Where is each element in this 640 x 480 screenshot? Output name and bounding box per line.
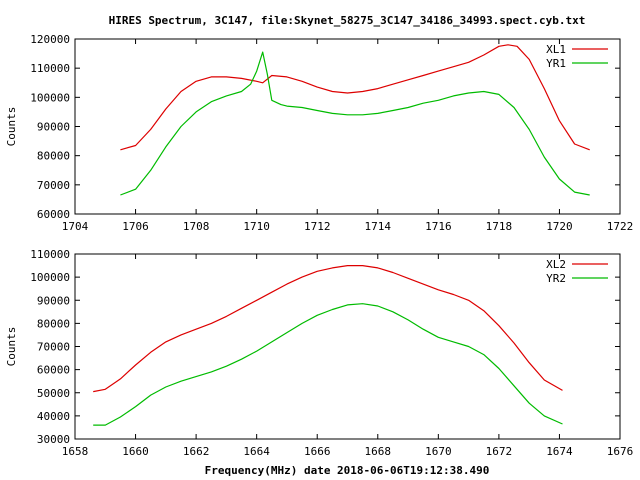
y-tick-label: 70000 [37,341,70,354]
x-tick-label: 1670 [425,445,452,458]
x-tick-label: 1674 [546,445,573,458]
y-tick-label: 60000 [37,364,70,377]
x-tick-label: 1676 [607,445,634,458]
bottom-panel: 1658 1660 1662 1664 1666 1668 1670 1672 1674 1676… [5,248,633,458]
x-tick-label: 1706 [122,220,149,233]
y-tick-label: 90000 [37,121,70,134]
y-tick-label: 100000 [30,271,70,284]
y-tick-label: 110000 [30,248,70,261]
legend-label: YR2 [546,272,566,285]
x-tick-label: 1718 [486,220,513,233]
series-line-yr2 [93,303,563,426]
x-tick-label: 1710 [243,220,270,233]
y-axis-label: Counts [5,107,18,147]
legend-label: XL1 [546,43,566,56]
top-panel: 1704 1706 1708 1710 1712 1714 1716 1718 1720 1722… [5,33,633,233]
legend-label: YR1 [546,57,566,70]
series-line-xl2 [93,265,563,393]
x-tick-label: 1666 [304,445,331,458]
x-tick-label: 1708 [183,220,210,233]
y-tick-label: 40000 [37,410,70,423]
x-tick-label: 1664 [243,445,270,458]
y-tick-label: 100000 [30,91,70,104]
y-tick-label: 80000 [37,150,70,163]
x-tick-label: 1720 [546,220,573,233]
x-axis-label: Frequency(MHz) date 2018-06-06T19:12:38.… [205,464,490,477]
x-tick-label: 1668 [365,445,392,458]
y-axis-label: Counts [5,327,18,367]
series-line-xl1 [120,44,590,151]
x-tick-label: 1704 [62,220,89,233]
y-tick-label: 80000 [37,317,70,330]
chart-title: HIRES Spectrum, 3C147, file:Skynet_58275… [109,14,586,27]
y-tick-label: 30000 [37,433,70,446]
legend-label: XL2 [546,258,566,271]
x-tick-label: 1722 [607,220,634,233]
x-tick-label: 1658 [62,445,89,458]
x-tick-label: 1714 [365,220,392,233]
x-tick-label: 1712 [304,220,331,233]
x-tick-label: 1662 [183,445,210,458]
y-tick-label: 50000 [37,387,70,400]
plot-frame [74,38,621,215]
y-tick-label: 120000 [30,33,70,46]
y-tick-label: 110000 [30,62,70,75]
y-tick-label: 70000 [37,179,70,192]
x-tick-label: 1716 [425,220,452,233]
x-tick-label: 1660 [122,445,149,458]
y-tick-label: 60000 [37,208,70,221]
series-line-yr1 [120,51,590,196]
y-tick-label: 90000 [37,294,70,307]
x-tick-label: 1672 [486,445,513,458]
